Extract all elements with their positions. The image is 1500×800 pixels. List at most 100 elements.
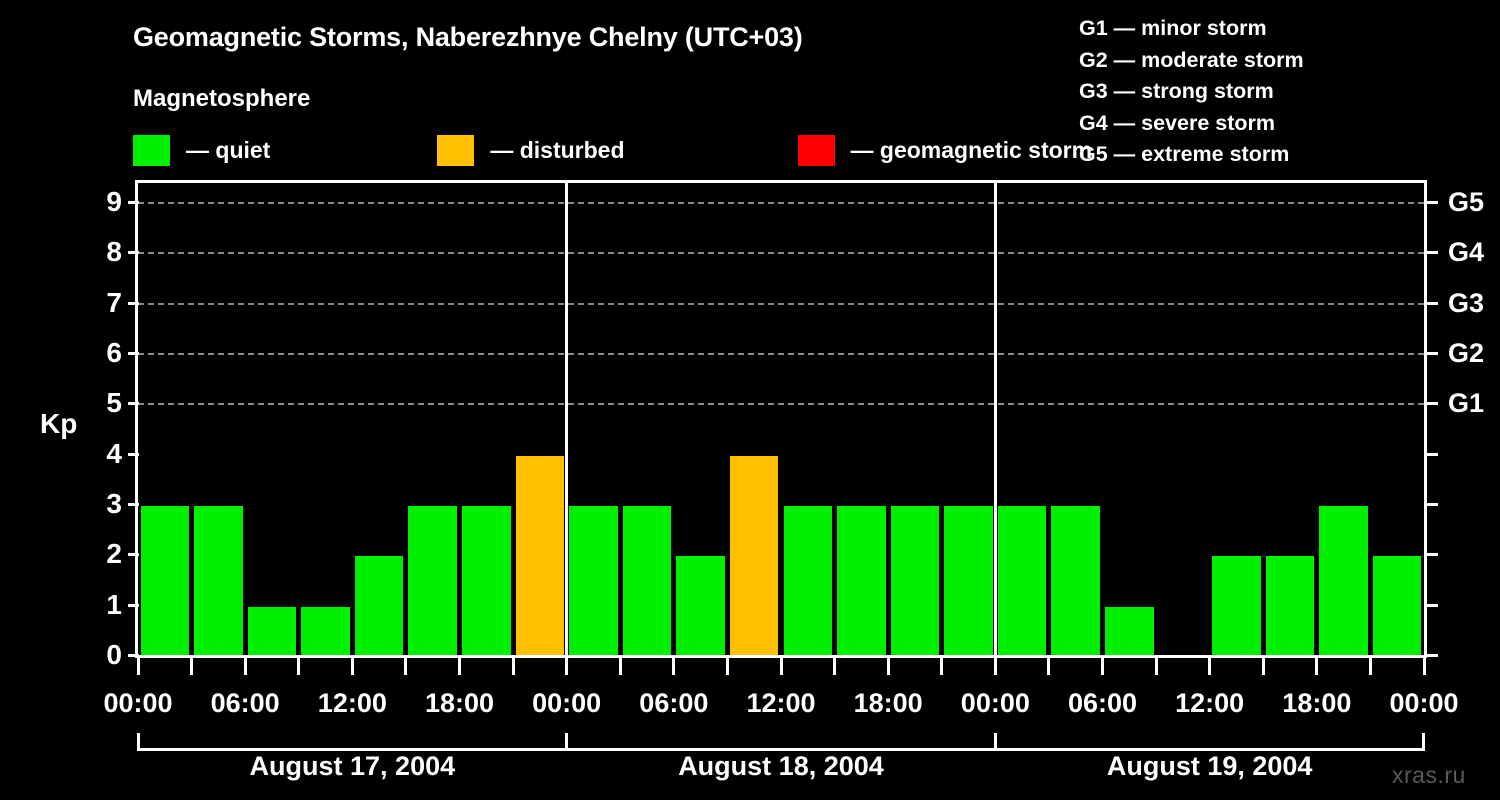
x-axis-tick-label: 00:00 [532,688,602,718]
x-axis-tick-label: 12:00 [1175,688,1245,718]
y-axis-tick-label: 8 [106,236,122,268]
gridline [138,403,1424,406]
x-axis-tick-label: 18:00 [853,688,923,718]
legend-label: — geomagnetic storm [850,136,1093,163]
y-axis-tick-mark [128,654,139,657]
gridline [138,302,1424,305]
legend-label: — quiet [186,136,271,163]
x-axis-tick-mark [1047,658,1051,675]
kp-bar [247,606,297,657]
kp-bar [515,455,565,657]
gscale-legend-row: G2 — moderate storm [1079,47,1304,72]
gscale-legend-row: G4 — severe storm [1079,110,1275,135]
x-axis-tick-mark [404,658,408,675]
plot-area [138,183,1424,657]
kp-bar [1105,606,1154,657]
g-axis-tick-mark [1427,352,1438,355]
x-axis-tick-label: 06:00 [1067,688,1138,718]
page-title: Geomagnetic Storms, Naberezhnye Chelny (… [133,22,803,52]
legend-entry: — quiet [133,133,270,167]
g-axis-minor-tick [1427,452,1438,456]
legend-entry: — disturbed [437,133,625,167]
x-axis-tick-label: 12:00 [317,688,387,718]
y-axis-tick-mark [128,452,139,456]
g-axis-tick-label: G2 [1448,338,1485,368]
x-axis-tick-mark [1154,658,1158,675]
y-axis-title: Kp [40,408,78,439]
kp-bar [676,556,725,657]
kp-bar [569,506,618,657]
gscale-legend: G1 — minor storm G2 — moderate storm G3 — … [1079,13,1304,171]
plot-frame [135,180,1427,658]
legend-entry: — geomagnetic storm [797,133,1093,167]
day-label: August 18, 2004 [678,751,884,781]
y-axis-tick-label: 1 [106,588,122,620]
kp-bar [140,506,190,657]
x-axis-tick-mark [1261,658,1265,675]
y-axis-tick-label: 0 [106,639,122,670]
g-axis-tick-mark [1427,402,1438,406]
y-axis-tick-mark [128,201,139,204]
y-axis-tick-mark [128,503,139,506]
watermark: xras.ru [1392,762,1466,788]
x-axis-tick-mark [993,658,997,675]
g-axis-tick-label: G1 [1448,388,1485,419]
kp-bar [301,606,350,657]
y-axis-tick-label: 5 [106,387,122,419]
x-axis-tick-mark [190,658,194,675]
day-bracket [993,733,1426,751]
day-separator [565,183,569,657]
y-axis-tick-mark [128,352,139,355]
kp-bar [1051,506,1100,657]
kp-bar [1319,506,1368,657]
x-axis-tick-mark [1208,658,1212,675]
g-axis-minor-tick [1427,553,1438,557]
day-label: August 19, 2004 [1106,751,1313,781]
x-axis-tick-mark [350,658,354,675]
x-axis-tick-mark [940,658,944,675]
kp-bar [408,506,457,657]
gridline [138,202,1424,204]
x-axis-tick-mark [725,658,729,675]
y-axis-tick-label: 2 [106,538,122,570]
kp-bar [1212,556,1261,657]
kp-bar [729,455,779,657]
x-axis-tick-label: 06:00 [210,688,280,718]
x-axis-tick-mark [1101,658,1104,675]
x-axis-tick-mark [297,658,301,675]
storm-swatch [797,134,835,166]
legend-label: — disturbed [490,136,625,163]
x-axis-tick-mark [833,658,837,675]
g-axis-minor-tick [1427,503,1438,506]
gridline [138,252,1424,255]
kp-bar [194,506,243,657]
g-axis-tick-mark [1427,301,1438,305]
kp-bar [354,556,404,657]
kp-bar [1265,556,1315,657]
y-axis-tick-label: 6 [106,337,122,368]
day-bracket [565,733,997,751]
x-axis-tick-label: 00:00 [103,688,173,718]
x-axis-tick-mark [243,658,247,675]
kp-bar [622,506,672,657]
y-axis-tick-label: 4 [106,437,122,469]
x-axis-tick-mark [565,658,569,675]
quiet-swatch [133,134,170,166]
day-separator [993,183,997,657]
kp-bar [837,506,886,657]
y-axis-tick-mark [128,251,139,255]
y-axis-tick-mark [128,402,139,406]
x-axis-tick-label: 18:00 [1282,688,1352,718]
x-axis-tick-label: 06:00 [639,688,709,718]
y-axis-tick-label: 9 [106,186,122,217]
x-axis-tick-mark [136,658,140,675]
g-axis-minor-tick [1427,654,1438,657]
x-axis-tick-label: 18:00 [424,688,495,718]
g-axis-tick-mark [1427,201,1438,204]
g-axis-tick-mark [1427,251,1438,255]
g-axis-tick-label: G4 [1448,237,1485,268]
gridline [138,353,1424,355]
x-axis-tick-mark [886,658,890,675]
series-title: Magnetosphere [133,85,311,112]
gscale-legend-row: G1 — minor storm [1079,16,1267,40]
